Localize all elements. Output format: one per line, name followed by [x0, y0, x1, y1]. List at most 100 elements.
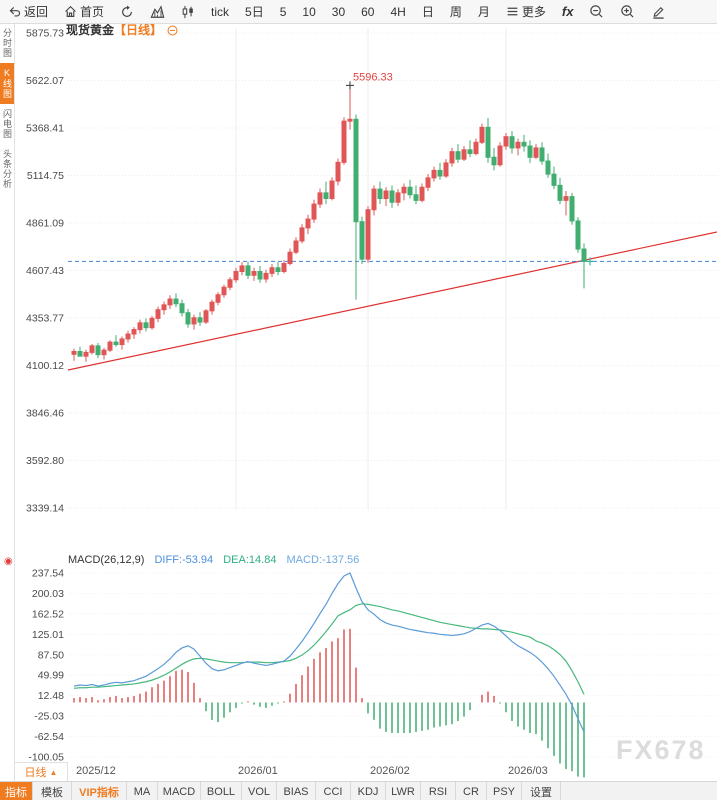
peak-cross-marker [346, 81, 354, 90]
macd-panel-icon[interactable]: ◉ [4, 556, 13, 567]
candle-body [77, 350, 83, 357]
sidebar-item-analysis[interactable]: 头条分析 [2, 149, 12, 189]
tab-boll[interactable]: BOLL [201, 782, 242, 800]
period-week[interactable]: 周 [449, 5, 462, 19]
period-day[interactable]: 日 [421, 5, 434, 19]
macd-params: MACD(26,12,9) [68, 554, 145, 566]
price-axis-label: 5875.73 [26, 28, 64, 40]
price-axis-label: 5622.07 [26, 75, 64, 87]
tab-cci[interactable]: CCI [316, 782, 351, 800]
candle-body [449, 151, 455, 164]
tab-settings[interactable]: 设置 [522, 782, 561, 800]
candle-body [359, 221, 365, 260]
collapse-circle-icon[interactable] [167, 25, 178, 36]
macd-axis-label: 125.01 [32, 629, 64, 641]
candle-body [509, 136, 515, 149]
line-chart-button[interactable] [142, 0, 173, 23]
candle-body [185, 312, 191, 325]
period-5min[interactable]: 5 [279, 4, 287, 19]
period-60min[interactable]: 60 [361, 4, 375, 19]
price-axis-label: 4861.09 [26, 218, 64, 230]
tab-indicator[interactable]: 指标 [0, 782, 33, 800]
candle-body [173, 298, 179, 305]
top-toolbar: 返回 首页 tick 5日 5 10 30 60 4H 日 周 月 更多 fx [0, 0, 717, 24]
candle-body [413, 194, 419, 201]
sidebar-item-lightning[interactable]: 闪电图 [2, 109, 12, 139]
price-axis-label: 3846.46 [26, 408, 64, 420]
formula-button[interactable]: fx [554, 0, 582, 23]
period-month[interactable]: 月 [477, 5, 490, 19]
back-button[interactable]: 返回 [0, 0, 56, 23]
tab-ma[interactable]: MA [127, 782, 158, 800]
candle-body [329, 180, 335, 199]
candle-body [119, 338, 125, 346]
price-axis-label: 3339.14 [26, 503, 64, 515]
sidebar-item-kline[interactable]: K线图 [0, 63, 14, 104]
period-selector[interactable]: 日线 ▲ [14, 762, 68, 782]
candle-body [167, 298, 173, 306]
tab-vol[interactable]: VOL [242, 782, 277, 800]
line-chart-icon [150, 4, 165, 18]
candle-body [545, 160, 551, 175]
fx-icon: fx [561, 4, 574, 19]
candle-body [311, 203, 317, 220]
more-button[interactable]: 更多 [498, 0, 554, 23]
zoom-in-button[interactable] [612, 0, 643, 23]
trendline [67, 231, 717, 371]
tab-vip-indicator[interactable]: VIP指标 [72, 782, 127, 800]
candle-body [557, 184, 563, 201]
home-button[interactable]: 首页 [56, 0, 112, 23]
diff-line [73, 572, 585, 733]
tab-lwr[interactable]: LWR [386, 782, 421, 800]
zoom-out-button[interactable] [581, 0, 612, 23]
tab-rsi[interactable]: RSI [421, 782, 456, 800]
candle-body [371, 188, 377, 211]
period-10min[interactable]: 10 [302, 4, 316, 19]
macd-dea-value: DEA:14.84 [223, 554, 277, 566]
candlestick-icon [182, 5, 193, 18]
period-tick[interactable]: tick [211, 4, 230, 19]
left-sidebar: 分时图 K线图 闪电图 头条分析 [0, 23, 15, 762]
instrument-name: 现货黄金 [66, 23, 115, 37]
period-30min[interactable]: 30 [331, 4, 346, 19]
tab-psy[interactable]: PSY [487, 782, 522, 800]
candle-body [95, 345, 101, 356]
fx678-watermark: FX678 [616, 735, 706, 765]
candle-body [491, 156, 497, 166]
candle-body [305, 218, 311, 229]
macd-axis-label: 49.99 [38, 670, 64, 682]
tab-template[interactable]: 模板 [33, 782, 72, 800]
tab-bias[interactable]: BIAS [277, 782, 316, 800]
candle-body [323, 192, 329, 199]
candle-body [197, 317, 203, 323]
tab-cr[interactable]: CR [456, 782, 487, 800]
candle-chart-button[interactable] [173, 0, 203, 23]
candle-body [377, 188, 383, 199]
draw-button[interactable] [643, 0, 674, 23]
candle-body [527, 145, 533, 158]
back-label: 返回 [24, 5, 49, 19]
tab-kdj[interactable]: KDJ [351, 782, 386, 800]
candle-body [161, 304, 167, 311]
indicator-tab-bar: 指标 模板 VIP指标 MA MACD BOLL VOL BIAS CCI KD… [0, 781, 717, 800]
candle-body [83, 351, 89, 357]
x-label-feb: 2026/02 [370, 765, 410, 777]
refresh-button[interactable] [112, 0, 142, 23]
candle-body [299, 227, 305, 242]
candle-body [551, 173, 557, 186]
sidebar-item-timeshare[interactable]: 分时图 [2, 28, 12, 58]
candle-body [137, 322, 143, 331]
candle-body [353, 118, 359, 223]
tab-macd[interactable]: MACD [158, 782, 201, 800]
candle-body [575, 220, 581, 250]
candle-body [227, 279, 233, 288]
macd-axis-label: 87.50 [38, 649, 64, 661]
home-icon [65, 5, 76, 17]
candle-body [233, 271, 239, 281]
period-5d[interactable]: 5日 [245, 5, 264, 19]
period-4h[interactable]: 4H [390, 4, 406, 19]
price-axis-label: 4100.12 [26, 360, 64, 372]
candle-body [131, 329, 137, 335]
